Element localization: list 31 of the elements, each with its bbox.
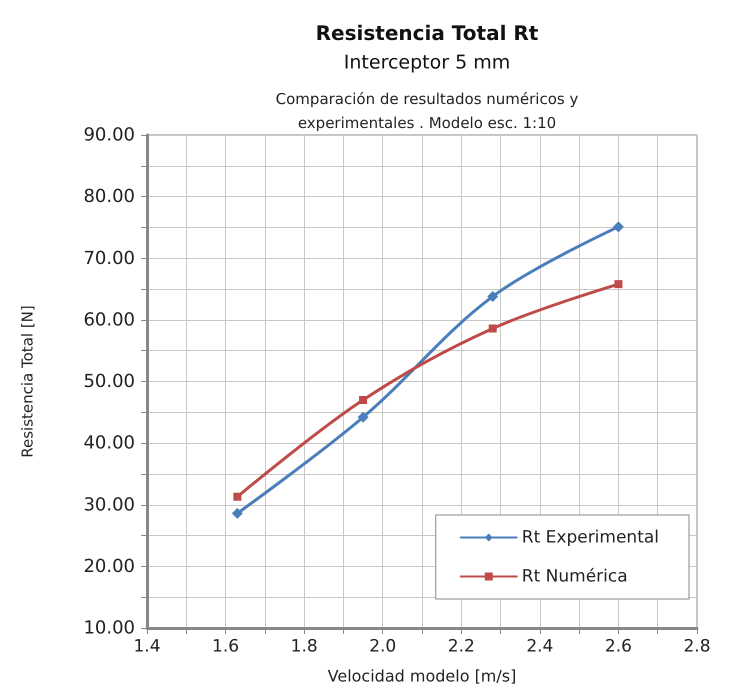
point bbox=[358, 412, 369, 423]
chart-title: Resistencia Total Rt bbox=[316, 21, 539, 45]
x-tick-label: 1.6 bbox=[212, 636, 240, 656]
chart-subtitle: Interceptor 5 mm Comparación de resultados numéricos y experimentales . Modelo esc. 1:10 bbox=[276, 52, 578, 132]
x-tick-label: 2.6 bbox=[604, 636, 632, 656]
x-tick-label: 1.4 bbox=[133, 636, 161, 656]
y-axis-title: Resistencia Total [N] bbox=[18, 305, 36, 458]
point bbox=[359, 396, 368, 404]
legend-label: Rt Experimental bbox=[522, 528, 660, 548]
point bbox=[612, 221, 624, 232]
point bbox=[232, 508, 243, 519]
point bbox=[614, 280, 622, 288]
x-tick-label: 1.8 bbox=[290, 636, 318, 656]
x-tick-label: 2.0 bbox=[369, 636, 396, 656]
y-tick-label: 50.00 bbox=[83, 371, 135, 392]
y-tick-label: 80.00 bbox=[83, 186, 135, 208]
x-axis-title: Velocidad modelo [m/s] bbox=[328, 666, 516, 686]
y-tick-label: 20.00 bbox=[83, 556, 135, 577]
point bbox=[487, 290, 498, 302]
y-tick-label: 30.00 bbox=[83, 494, 135, 516]
y-tick-label: 10.00 bbox=[83, 618, 135, 638]
x-tick-label: 2.4 bbox=[526, 636, 554, 656]
point bbox=[233, 492, 242, 501]
point bbox=[488, 324, 497, 333]
x-tick-label: 2.8 bbox=[683, 636, 711, 656]
y-tick-label: 40.00 bbox=[83, 432, 135, 454]
y-tick-label: 90.00 bbox=[83, 124, 135, 146]
y-tick-label: 60.00 bbox=[83, 309, 135, 330]
x-tick-label: 2.2 bbox=[448, 636, 475, 656]
y-tick-label: 70.00 bbox=[83, 248, 135, 269]
legend-label: Rt Numérica bbox=[522, 566, 628, 586]
